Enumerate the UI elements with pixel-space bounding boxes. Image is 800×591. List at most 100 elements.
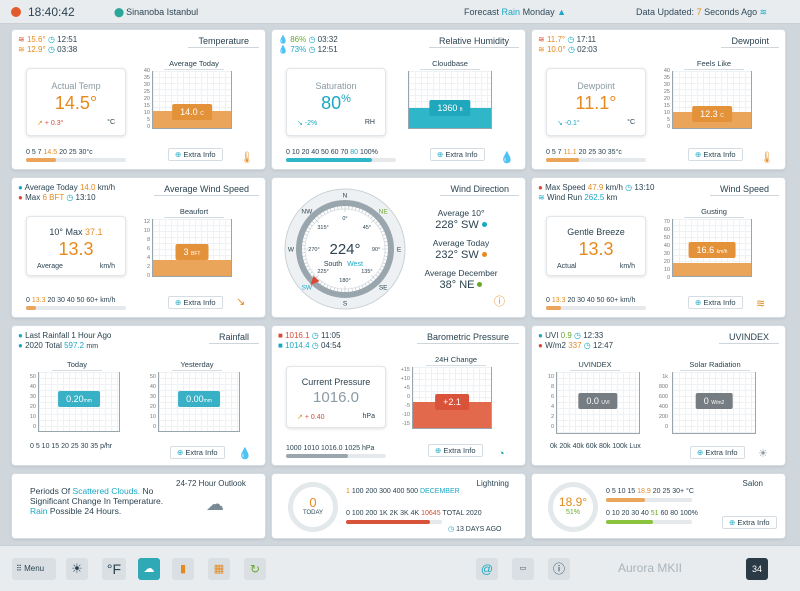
humidity-gauge[interactable]: Saturation 80% ↘ -2% RH (286, 68, 386, 136)
forecast[interactable]: Forecast Rain Monday ▲ (464, 7, 567, 17)
axis-tick-label: 0 (666, 124, 670, 130)
extra-info-button[interactable]: ⊕ Extra Info (690, 446, 745, 459)
axis-tick-label: 20 (143, 96, 150, 102)
rain-today-tank: 0.20mm (38, 372, 120, 432)
rain-yesterday-tank: 0.00mm (158, 372, 240, 432)
location[interactable]: ⬤ Sinanoba Istanbul (114, 7, 199, 17)
axis-tick-label: 20 (663, 96, 670, 102)
axis-tick-label: 0 (146, 124, 150, 130)
extra-info-button[interactable]: ⊕ Extra Info (688, 296, 743, 309)
wind-gauge[interactable]: 10° Max 37.1 13.3 Average km/h (26, 216, 126, 276)
salon-card: Salon 18.9° 51% 0 5 10 15 18.9 20 25 30+… (531, 473, 786, 539)
pressure-gauge[interactable]: Current Pressure 1016.0 ↗ + 0.40 hPa (286, 366, 386, 428)
axis-tick-label: -10 (402, 412, 410, 418)
info-icon[interactable]: ⓘ (494, 296, 505, 308)
calendar-badge[interactable]: 34 (746, 558, 768, 580)
extra-info-button[interactable]: ⊕ Extra Info (428, 444, 483, 457)
status-dot[interactable] (11, 7, 21, 17)
theme-button[interactable]: ☀ (66, 558, 88, 580)
axis-tick-label: 1k (662, 374, 668, 380)
axis-tick-label: 10 (547, 374, 554, 380)
axis-tick-label: 0 (152, 424, 156, 430)
extra-info-button[interactable]: ⊕ Extra Info (688, 148, 743, 161)
axis-tick-label: +10 (400, 376, 410, 382)
feels-like-tank: 12.3 C (672, 71, 752, 129)
axis-tick-label: 30 (149, 394, 156, 400)
axis-tick-label: -5 (405, 403, 410, 409)
axis-tick-label: 5 (666, 117, 670, 123)
axis-tick-label: 25 (143, 89, 150, 95)
outlook-card: 24-72 Hour Outlook Periods Of Scattered … (11, 473, 266, 539)
bottom-toolbar: ⠿ Menu ☀ °F ☁ ▮ ▦ ↻ @ ▭ ⓘ Aurora MKII 34 (0, 545, 800, 591)
hi-lo: ≋ 15.6° ◷ 12:51 ≋ 12.9° ◷ 03:38 (18, 35, 78, 54)
pressure-card: Barometric Pressure ■ 1016.1 ◷ 11:05 ■ 1… (271, 325, 526, 466)
extra-info-button[interactable]: ⊕ Extra Info (722, 516, 777, 529)
wifi-icon: ≋ (759, 7, 768, 17)
compass-mark-e: E (397, 247, 402, 254)
compass-degree-label: 315° (317, 225, 328, 231)
dewpoint-gauge[interactable]: Dewpoint 11.1° ↘ -0.1° °C (546, 68, 646, 136)
axis-tick-label: 60 (663, 227, 670, 233)
axis-tick-label: 0 (406, 394, 410, 400)
wind-icon: ≋ (756, 298, 766, 310)
unit-toggle-button[interactable]: °F (102, 558, 126, 580)
gust-gauge[interactable]: Gentle Breeze 13.3 Actual km/h (546, 216, 646, 276)
refresh-button[interactable]: ↻ (244, 558, 266, 580)
thermometer-icon: 🌡 (760, 152, 774, 164)
wind-gust-card: Wind Speed ● Max Speed 47.9 km/h ◷ 13:10… (531, 177, 786, 318)
compass-degree-label: 180° (339, 278, 350, 284)
axis-tick-label: 30 (29, 394, 36, 400)
gusting-tank: 16.6 km/h (672, 219, 752, 277)
extra-info-button[interactable]: ⊕ Extra Info (170, 446, 225, 459)
top-bar: 18:40:42 ⬤ Sinanoba Istanbul Forecast Rai… (0, 0, 800, 24)
drop-icon: 💧 (238, 448, 252, 460)
compass-mark-sw: SW (302, 285, 313, 292)
temperature-gauge[interactable]: Actual Temp 14.5° ↗ + 0.3° °C (26, 68, 126, 136)
axis-tick-label: 400 (658, 404, 668, 410)
forecast-button[interactable]: ☁ (138, 558, 160, 580)
outlook-text: Periods Of Scattered Clouds. No Signific… (30, 486, 164, 516)
axis-tick-label: 25 (663, 89, 670, 95)
axis-tick-label: 30 (663, 251, 670, 257)
compass-degree-label: 45° (363, 225, 371, 231)
menu-button[interactable]: ⠿ Menu (12, 558, 56, 580)
thermometer-icon: 🌡 (240, 152, 254, 164)
axis-tick-label: 50 (149, 374, 156, 380)
axis-tick-label: 10 (663, 267, 670, 273)
avg-month-row: Average December 38° NE (424, 268, 498, 291)
extra-info-button[interactable]: ⊕ Extra Info (430, 148, 485, 161)
axis-tick-label: -15 (402, 421, 410, 427)
calendar-button[interactable]: ▦ (208, 558, 230, 580)
pressure-change-tank: +2.1 (412, 367, 492, 429)
info-button[interactable]: ⓘ (548, 558, 570, 580)
axis-tick-label: 50 (663, 235, 670, 241)
drop-icon: 💧 (500, 152, 514, 164)
charts-button[interactable]: ▮ (172, 558, 194, 580)
extra-info-button[interactable]: ⊕ Extra Info (168, 296, 223, 309)
temperature-card: Temperature ≋ 15.6° ◷ 12:51 ≋ 12.9° ◷ 03… (11, 29, 266, 170)
tv-button[interactable]: ▭ (512, 558, 534, 580)
axis-tick-label: 200 (658, 414, 668, 420)
contact-button[interactable]: @ (476, 558, 498, 580)
axis-tick-label: 6 (146, 246, 150, 252)
gauge-icon: ◔ (498, 448, 505, 460)
card-title: Relative Humidity (428, 34, 519, 48)
compass-mark-se: SE (379, 285, 388, 292)
bar-chart-icon: ▮ (179, 563, 187, 575)
axis-tick-label: 10 (663, 110, 670, 116)
axis-tick-label: 35 (143, 75, 150, 81)
axis-tick-label: 30 (663, 82, 670, 88)
clock-icon: ◷ (47, 45, 55, 54)
tv-icon: ▭ (519, 565, 527, 572)
axis-tick-label: 20 (29, 404, 36, 410)
axis-tick-label: 12 (143, 219, 150, 225)
avg-10-row: Average 10° 228° SW (414, 208, 508, 231)
grid-icon: ⠿ (16, 564, 22, 573)
axis-tick-label: 4 (146, 255, 150, 261)
compass-degree-label: 90° (372, 247, 380, 253)
refresh-icon: ↻ (249, 562, 261, 576)
axis-tick-label: 40 (143, 68, 150, 74)
extra-info-button[interactable]: ⊕ Extra Info (168, 148, 223, 161)
compass-mark-ne: NE (379, 208, 389, 215)
axis-tick-label: 6 (550, 394, 554, 400)
